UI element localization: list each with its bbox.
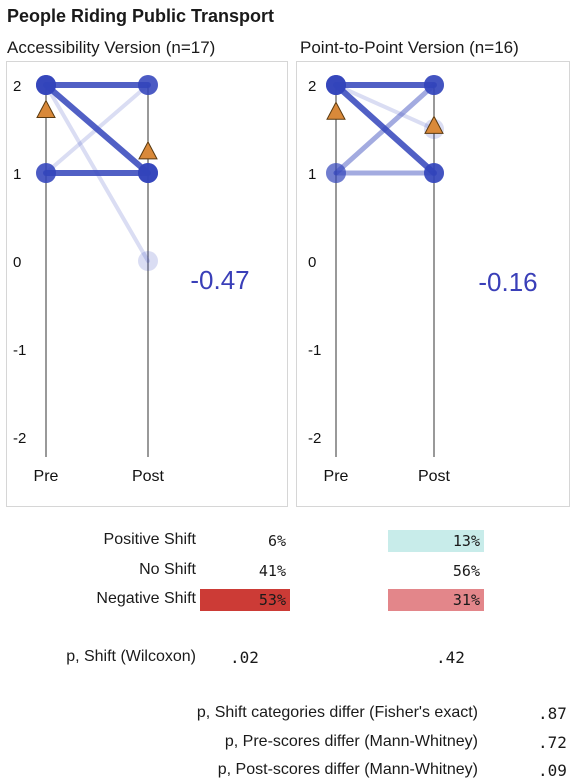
right-shift-chart: 2 1 0 -1 -2 Pre Post -0.16	[296, 61, 570, 507]
post-score-point	[424, 75, 444, 95]
post-score-point	[138, 163, 158, 183]
pre-score-point	[326, 75, 346, 95]
left-panel-title: Accessibility Version (n=17)	[7, 38, 216, 57]
shift-row-label: Negative Shift	[96, 590, 196, 607]
post-score-point	[138, 251, 158, 271]
right-shift-percent: 13%	[388, 530, 484, 552]
comparison-label: p, Pre-scores differ (Mann-Whitney)	[224, 733, 478, 750]
y-tick-label: -1	[13, 342, 26, 359]
x-category-label: Post	[132, 468, 165, 485]
mean-shift-value: -0.16	[478, 267, 537, 297]
y-tick-label: 1	[13, 166, 21, 183]
x-category-label: Pre	[324, 468, 349, 485]
comparison-p-value: .72	[538, 733, 567, 752]
right-shift-percent: 56%	[452, 562, 480, 580]
post-score-point	[424, 163, 444, 183]
x-category-label: Post	[418, 468, 451, 485]
wilcoxon-left-value: .02	[230, 648, 259, 667]
wilcoxon-label: p, Shift (Wilcoxon)	[66, 648, 196, 665]
left-shift-percent: 6%	[267, 532, 286, 550]
page-title: People Riding Public Transport	[7, 6, 275, 26]
transition-line	[333, 82, 437, 176]
pre-mean-marker	[326, 101, 346, 120]
wilcoxon-right-value: .42	[436, 648, 465, 667]
shift-row-label: No Shift	[139, 561, 196, 578]
left-shift-percent: 41%	[258, 562, 286, 580]
y-tick-label: 0	[308, 254, 316, 271]
y-tick-label: -1	[308, 342, 321, 359]
comparison-label: p, Post-scores differ (Mann-Whitney)	[217, 761, 478, 778]
pre-score-point	[36, 75, 56, 95]
panel-frame	[6, 61, 288, 507]
right-panel-title: Point-to-Point Version (n=16)	[300, 38, 519, 57]
right-shift-percent: 31%	[388, 589, 484, 611]
left-shift-percent: 53%	[200, 589, 290, 611]
comparison-p-value: .09	[538, 761, 567, 780]
y-tick-label: -2	[13, 430, 26, 447]
comparison-p-value: .87	[538, 704, 567, 723]
post-mean-marker	[424, 115, 444, 134]
x-category-label: Pre	[34, 468, 59, 485]
transition-line	[334, 83, 436, 131]
y-tick-label: 2	[13, 78, 21, 95]
transition-line	[43, 82, 151, 176]
pre-mean-marker	[36, 99, 56, 119]
shift-row-label: Positive Shift	[103, 531, 196, 548]
y-tick-label: 1	[308, 166, 316, 183]
y-tick-label: -2	[308, 430, 321, 447]
pre-score-point	[36, 163, 56, 183]
left-shift-chart: 2 1 0 -1 -2 Pre Post -0.47	[6, 61, 288, 507]
post-score-point	[138, 75, 158, 95]
y-tick-label: 0	[13, 254, 21, 271]
y-tick-label: 2	[308, 78, 316, 95]
pre-score-point	[326, 163, 346, 183]
pre-score-point	[326, 163, 346, 183]
mean-shift-value: -0.47	[190, 265, 249, 295]
comparison-label: p, Shift categories differ (Fisher's exa…	[196, 704, 478, 721]
post-mean-marker	[138, 140, 158, 160]
